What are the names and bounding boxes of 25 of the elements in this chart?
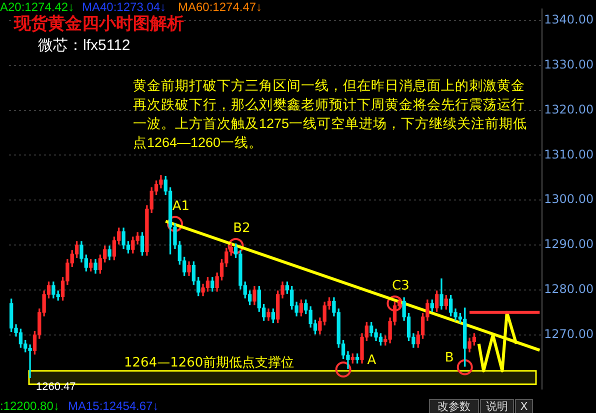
y-tick-label: 1310.00 — [544, 147, 594, 162]
y-tick-label: 1290.00 — [544, 237, 594, 252]
text: MA15:12454.67↓ — [68, 399, 159, 413]
text: X — [515, 399, 533, 413]
y-tick-label: 1340.00 — [544, 12, 594, 27]
text: 改参数 — [429, 399, 479, 413]
text: :12200.80↓ — [0, 399, 60, 413]
band-label: 1264—1260前期低点支撑位 — [124, 356, 294, 371]
y-tick-label: 1320.00 — [544, 102, 594, 116]
y-tick-label: 1300.00 — [544, 192, 594, 206]
y-tick-label: 1270.00 — [544, 327, 594, 342]
chart-title: 现货黄金四小时图解析 — [14, 13, 184, 35]
data-label: B2 — [233, 220, 250, 236]
data-label: C3 — [392, 278, 410, 294]
text: 说明 — [480, 399, 514, 413]
y-tick-label: 1330.00 — [544, 57, 594, 72]
data-label: A — [367, 352, 376, 368]
data-label: B — [444, 350, 454, 366]
annotation: MA60:1274.47↓ — [178, 0, 262, 14]
annotation: MA40:1273.04↓ — [82, 0, 166, 14]
data-label: A1 — [172, 198, 190, 214]
y-tick-label: 1280.00 — [544, 282, 594, 296]
text: 微芯：lfx5112 — [38, 36, 130, 55]
annotation: 黄金前期打破下方三角区间一线，但在昨日消息面上的刺激黄金再次跌破下行，那么刘樊鑫老师预计下周黄金将会先行震荡运行一波。上方首次触及1275一线可空单进场，下方继续关注前期低点1264—1260一线。 — [133, 77, 528, 152]
annotation: A20:1274.42↓ — [0, 0, 74, 14]
